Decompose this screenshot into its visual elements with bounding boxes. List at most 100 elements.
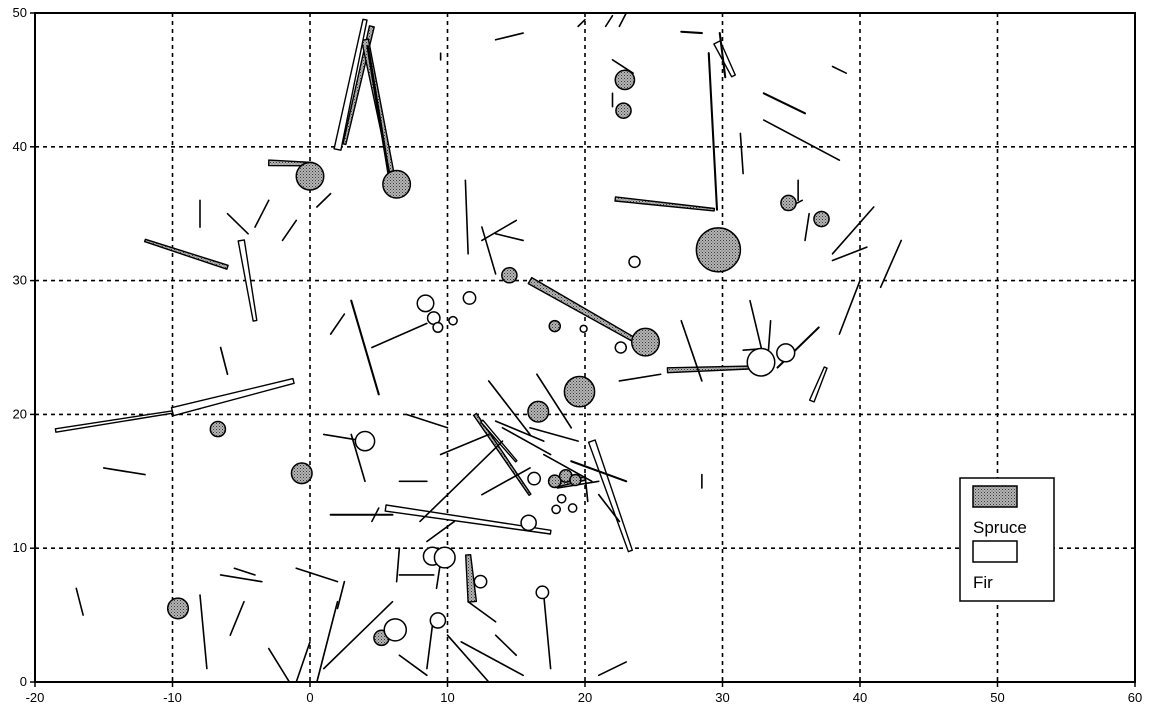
debris-line (371, 322, 428, 349)
debris-line (281, 219, 298, 242)
debris-line (577, 18, 586, 28)
legend-label-spruce: Spruce (973, 518, 1027, 537)
spruce-log (465, 554, 478, 603)
fir-stem (527, 471, 542, 486)
debris-line (295, 641, 311, 683)
debris-line (831, 65, 848, 75)
debris-line (487, 380, 531, 436)
debris-line (395, 547, 401, 583)
spruce-stem (548, 319, 561, 333)
fir-stem (579, 324, 588, 333)
spruce-stem (780, 194, 797, 212)
debris-line (316, 192, 332, 208)
fir-stem (556, 493, 567, 504)
debris-line (718, 32, 727, 79)
debris-line (494, 32, 524, 41)
y-tick-label: 10 (13, 540, 27, 555)
fir-stem (614, 341, 627, 354)
debris-line (481, 219, 518, 242)
debris-line (219, 574, 263, 583)
spruce-stem (166, 597, 190, 620)
fir-stem (628, 255, 641, 269)
fir-stem (448, 315, 458, 326)
debris-line (267, 647, 291, 683)
fir-stem (746, 347, 776, 377)
fir-stem (429, 612, 447, 629)
debris-line (467, 600, 497, 623)
debris-line (597, 493, 621, 523)
debris-line (584, 473, 589, 503)
debris-line (542, 453, 593, 483)
x-tick-label: 40 (853, 690, 867, 705)
debris-line (604, 14, 614, 28)
y-tick-label: 40 (13, 139, 27, 154)
y-tick-label: 50 (13, 5, 27, 20)
debris-line (707, 52, 719, 211)
fir-stem (433, 546, 456, 569)
x-tick-label: 60 (1128, 690, 1142, 705)
debris-line (831, 206, 875, 255)
fir-stem (462, 291, 477, 305)
debris-line (501, 426, 552, 456)
fir-log (808, 366, 828, 403)
debris-line (739, 132, 744, 175)
spruce-stem (209, 420, 227, 438)
fir-stem (776, 343, 796, 363)
debris-line (762, 119, 841, 161)
debris-line (226, 212, 249, 235)
debris-line (570, 460, 628, 483)
debris-line (329, 313, 346, 335)
debris-line (233, 567, 256, 576)
spruce-stem (615, 102, 632, 119)
debris-line (618, 12, 628, 28)
debris-line (446, 634, 490, 683)
debris-line (75, 587, 84, 616)
spruce-stem (501, 266, 518, 284)
debris-line (366, 45, 392, 182)
debris-line (426, 520, 456, 543)
y-tick-label: 0 (20, 674, 27, 689)
spruce-log (666, 365, 750, 374)
debris-line (229, 600, 245, 636)
debris-line (879, 239, 903, 289)
fir-log (333, 18, 368, 151)
x-tick-label: 50 (990, 690, 1004, 705)
data-marks (54, 12, 903, 683)
spruce-log (527, 276, 648, 349)
fir-log (237, 239, 258, 322)
x-tick-label: 0 (306, 690, 313, 705)
debris-line (494, 634, 518, 657)
debris-line (295, 567, 339, 583)
x-tick-label: -20 (26, 690, 45, 705)
debris-line (322, 600, 394, 670)
debris-line (350, 433, 366, 483)
debris-line (102, 467, 146, 476)
debris-line (542, 594, 552, 670)
debris-line (336, 580, 346, 610)
spruce-stem (569, 473, 582, 487)
legend-swatch-fir (972, 540, 1018, 563)
debris-line (439, 433, 490, 456)
spruce-log (614, 196, 716, 212)
spruce-stem (382, 169, 412, 199)
debris-line (680, 30, 703, 35)
fir-stem (473, 574, 488, 589)
debris-line (219, 346, 229, 376)
debris-line (529, 426, 579, 442)
legend-swatch-spruce (972, 485, 1018, 508)
fir-stem (432, 321, 444, 333)
x-tick-label: 10 (440, 690, 454, 705)
debris-line (831, 246, 868, 262)
spruce-stem (527, 400, 550, 423)
debris-line (838, 279, 861, 335)
fir-log (713, 40, 736, 78)
y-tick-label: 30 (13, 273, 27, 288)
spruce-stem (695, 227, 742, 273)
debris-line (371, 507, 380, 523)
fir-log (384, 504, 552, 535)
debris-line (597, 661, 628, 677)
fir-stem (383, 618, 407, 642)
fir-stem (354, 430, 376, 452)
legend-label-fir: Fir (973, 573, 993, 592)
x-tick-label: 20 (578, 690, 592, 705)
